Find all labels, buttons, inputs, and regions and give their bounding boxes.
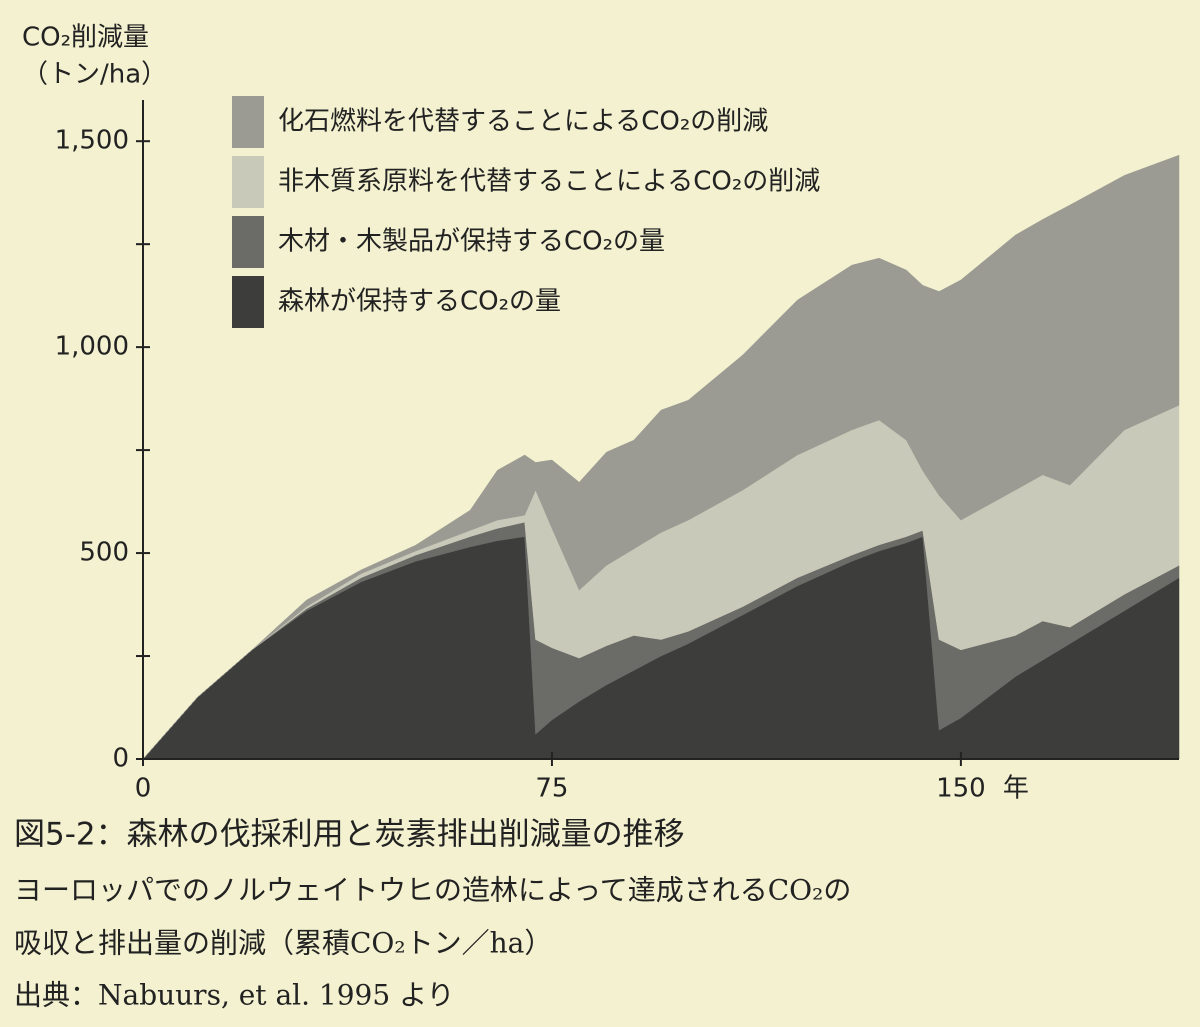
caption-line: ヨーロッパでのノルウェイトウヒの造林によって達成されるCO₂の <box>14 874 851 907</box>
y-tick-label: 0 <box>112 744 129 774</box>
x-tick-label: 150 <box>936 774 986 804</box>
legend-swatch <box>232 216 264 268</box>
x-tick-label: 0 <box>135 774 152 804</box>
x-axis-label: 年 <box>1003 774 1029 804</box>
legend-label: 森林が保持するCO₂の量 <box>278 287 561 317</box>
x-tick-label: 75 <box>535 774 568 804</box>
legend-swatch <box>232 276 264 328</box>
y-tick-label: 500 <box>79 538 129 568</box>
caption-title: 図5-2：森林の伐採利用と炭素排出削減量の推移 <box>14 817 685 853</box>
y-tick-label: 1,500 <box>55 126 129 156</box>
y-axis-label: （トン/ha） <box>22 60 167 90</box>
y-tick-label: 1,000 <box>55 332 129 362</box>
legend-label: 化石燃料を代替することによるCO₂の削減 <box>278 107 768 137</box>
caption-line: 出典：Nabuurs, et al. 1995 より <box>14 979 455 1012</box>
area <box>142 154 1180 760</box>
y-axis-label: CO₂削減量 <box>22 23 149 53</box>
caption-line: 吸収と排出量の削減（累積CO₂トン／ha） <box>14 927 552 960</box>
legend-swatch <box>232 156 264 208</box>
legend-swatch <box>232 96 264 148</box>
legend-label: 木材・木製品が保持するCO₂の量 <box>278 227 665 257</box>
legend-label: 非木質系原料を代替することによるCO₂の削減 <box>278 167 820 197</box>
